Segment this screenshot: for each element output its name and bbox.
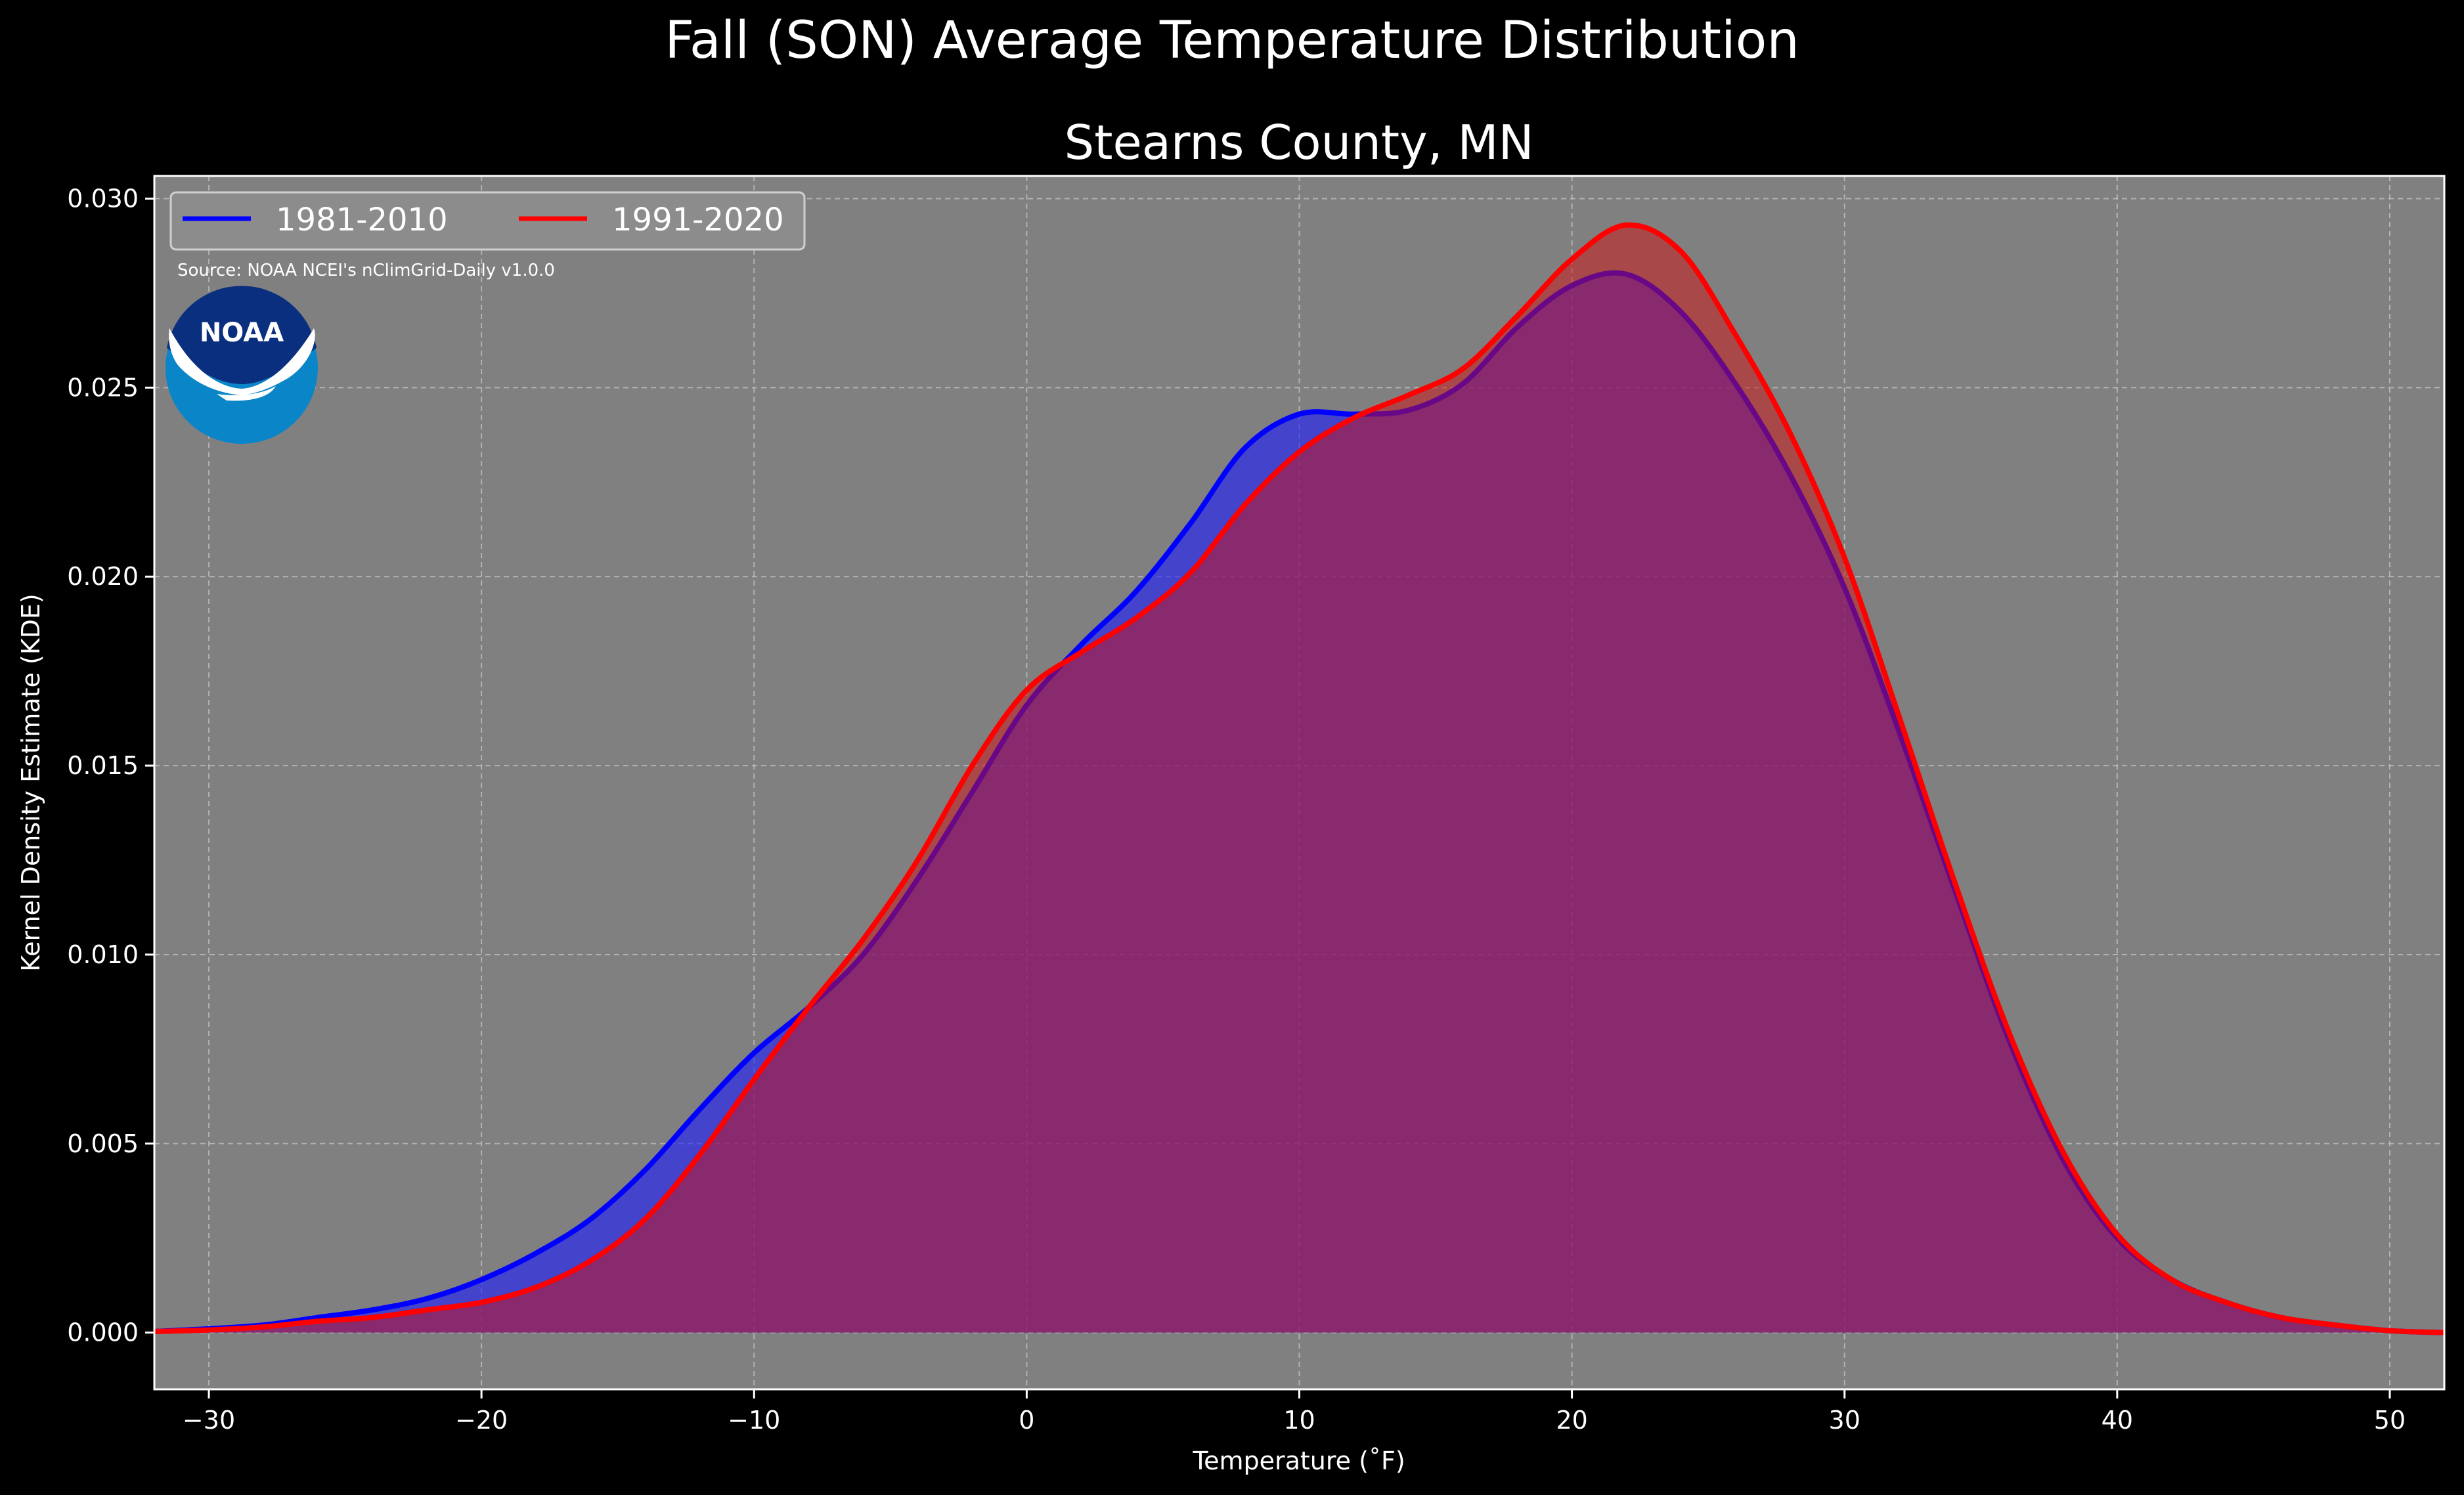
noaa-logo-text: NOAA — [200, 318, 284, 348]
x-tick-label: 50 — [2374, 1406, 2406, 1435]
y-tick-label: 0.030 — [67, 184, 139, 213]
x-tick-label: −30 — [183, 1406, 235, 1435]
y-tick-label: 0.000 — [67, 1318, 139, 1347]
y-tick-label: 0.010 — [67, 940, 139, 969]
y-axis-label: Kernel Density Estimate (KDE) — [16, 594, 45, 972]
x-tick-label: 0 — [1019, 1406, 1034, 1435]
x-tick-label: 20 — [1556, 1406, 1587, 1435]
y-axis-ticks: 0.000 0.005 0.010 0.015 0.020 0.025 0.030 — [67, 184, 154, 1347]
figure-title: Fall (SON) Average Temperature Distribut… — [665, 11, 1799, 70]
y-tick-label: 0.005 — [67, 1129, 139, 1158]
y-tick-label: 0.020 — [67, 562, 139, 591]
y-tick-label: 0.015 — [67, 751, 139, 780]
x-tick-label: −20 — [455, 1406, 508, 1435]
x-tick-label: 10 — [1283, 1406, 1315, 1435]
x-tick-label: 40 — [2101, 1406, 2133, 1435]
x-axis-ticks: −30 −20 −10 0 10 20 30 40 50 — [183, 1389, 2406, 1435]
legend-box — [169, 191, 806, 251]
source-annotation: Source: NOAA NCEI's nClimGrid-Daily v1.0… — [177, 261, 555, 280]
legend-label-1991-2020: 1991-2020 — [612, 202, 784, 238]
legend: 1981-2010 1991-2020 — [169, 191, 806, 251]
y-tick-label: 0.025 — [67, 373, 139, 402]
legend-label-1981-2010: 1981-2010 — [276, 202, 448, 238]
chart-title: Stearns County, MN — [1065, 115, 1534, 170]
x-axis-label: Temperature (˚F) — [1192, 1446, 1405, 1475]
kde-line-1991-2020 — [154, 222, 2445, 1335]
noaa-logo: NOAA — [165, 286, 318, 444]
x-tick-label: 30 — [1829, 1406, 1860, 1435]
kde-areas — [154, 222, 2445, 1335]
area-fill-1991-2020 — [154, 225, 2444, 1333]
x-tick-label: −10 — [728, 1406, 780, 1435]
